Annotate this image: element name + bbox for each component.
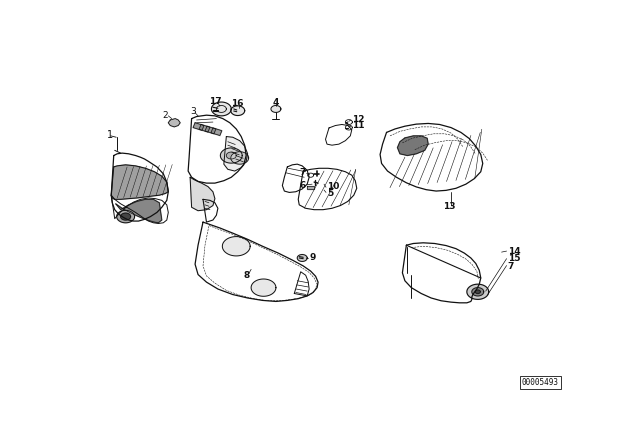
Polygon shape: [121, 213, 131, 220]
Polygon shape: [116, 199, 162, 223]
Polygon shape: [116, 211, 134, 223]
Text: 13: 13: [444, 202, 456, 211]
Text: 00005493: 00005493: [522, 378, 559, 387]
Polygon shape: [222, 237, 250, 256]
Text: 8: 8: [243, 271, 250, 280]
Polygon shape: [231, 106, 244, 116]
Polygon shape: [251, 279, 276, 296]
Polygon shape: [307, 185, 314, 189]
Text: 15: 15: [508, 254, 520, 263]
Polygon shape: [224, 137, 248, 171]
Text: 14: 14: [508, 246, 520, 255]
Polygon shape: [211, 128, 222, 135]
Text: 1: 1: [107, 130, 113, 140]
Polygon shape: [220, 148, 242, 163]
Text: 2: 2: [163, 111, 168, 120]
Text: 7: 7: [300, 168, 306, 177]
Text: 5: 5: [327, 189, 333, 198]
Text: 9: 9: [309, 254, 316, 263]
Polygon shape: [193, 123, 204, 130]
Polygon shape: [271, 106, 281, 112]
Text: 10: 10: [327, 182, 339, 191]
Polygon shape: [227, 152, 236, 159]
Text: 16: 16: [232, 99, 244, 108]
Polygon shape: [231, 152, 249, 164]
Polygon shape: [168, 119, 180, 127]
Polygon shape: [211, 102, 231, 116]
Polygon shape: [472, 288, 484, 296]
Polygon shape: [199, 125, 210, 132]
Polygon shape: [467, 284, 489, 299]
Text: 17: 17: [209, 97, 221, 106]
Polygon shape: [476, 290, 480, 293]
Text: 11: 11: [352, 121, 364, 130]
Polygon shape: [205, 126, 216, 134]
Polygon shape: [190, 177, 215, 211]
Text: 12: 12: [352, 115, 364, 124]
Polygon shape: [111, 165, 168, 199]
Polygon shape: [297, 254, 307, 262]
Text: 7: 7: [508, 262, 514, 271]
Text: 6: 6: [300, 181, 306, 190]
Polygon shape: [397, 136, 428, 155]
Text: 4: 4: [273, 98, 279, 107]
Text: 3: 3: [190, 107, 196, 116]
